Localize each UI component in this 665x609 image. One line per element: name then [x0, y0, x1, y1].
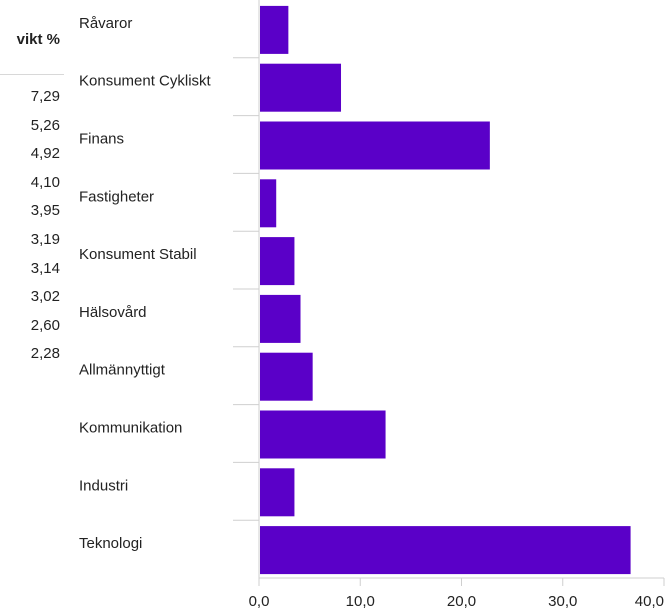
x-tick-label: 20,0 — [447, 593, 476, 609]
weight-value: 3,19 — [30, 231, 60, 248]
category-label: Kommunikation — [79, 419, 182, 436]
bar — [260, 237, 295, 286]
weight-value: 2,28 — [30, 345, 60, 363]
weight-value: 4,92 — [30, 145, 60, 163]
category-label: Fastigheter — [79, 188, 154, 205]
category-label: Konsument Stabil — [79, 246, 197, 263]
category-label: Finans — [79, 130, 124, 147]
bar — [260, 526, 631, 575]
x-tick-label: 0,0 — [249, 593, 270, 609]
category-labels: Råvaror Konsument Cykliskt Finans Fastighet… — [79, 15, 212, 552]
bar — [260, 63, 342, 112]
x-tick-label: 30,0 — [548, 593, 577, 609]
x-axis: 0,0 10,0 20,0 30,0 40,0 — [249, 577, 665, 609]
bar — [260, 179, 277, 228]
category-label: Konsument Cykliskt — [79, 73, 212, 90]
weight-value: 7,29 — [30, 88, 60, 105]
weights-header: vikt % — [16, 31, 60, 48]
weight-value: 2,60 — [30, 316, 60, 334]
category-label: Hälsovård — [79, 304, 147, 321]
category-label: Industri — [79, 477, 128, 494]
weights-table: vikt % 7,29 5,26 4,92 4,10 3,95 3,19 3,14 3,02 2… — [0, 0, 64, 609]
x-tick-label: 10,0 — [346, 593, 375, 609]
weight-value: 4,10 — [30, 173, 60, 191]
category-label: Råvaror — [79, 15, 132, 32]
category-label: Allmännyttigt — [79, 362, 166, 379]
bar — [260, 468, 295, 517]
weight-value: 3,95 — [30, 202, 60, 220]
bar — [260, 352, 313, 401]
bar — [260, 294, 301, 343]
bars — [260, 5, 631, 575]
weight-value: 5,26 — [30, 116, 60, 134]
category-label: Teknologi — [79, 535, 142, 552]
bar — [260, 5, 289, 54]
bar — [260, 410, 386, 459]
category-separators — [233, 0, 260, 578]
weights-divider — [0, 74, 64, 75]
weight-value: 3,02 — [30, 288, 60, 306]
bar — [260, 121, 490, 170]
x-tick-label: 40,0 — [635, 593, 664, 609]
weight-value: 3,14 — [30, 259, 60, 277]
